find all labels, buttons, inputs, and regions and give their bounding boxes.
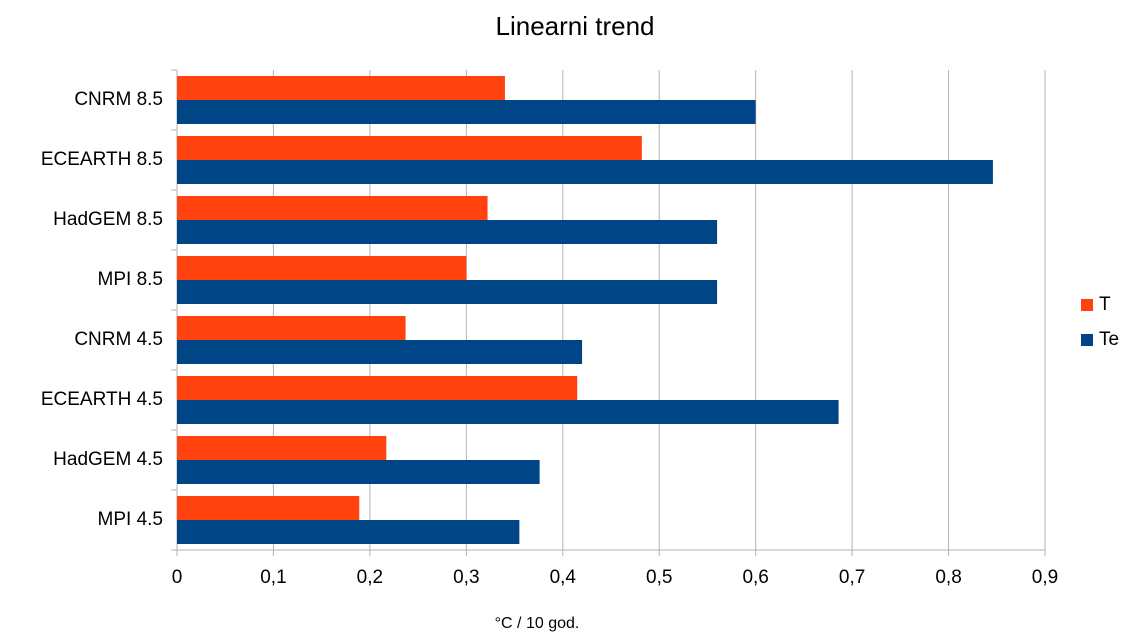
bar (177, 316, 406, 340)
x-tick-label: 0,1 (260, 567, 286, 588)
legend-label: T (1099, 294, 1111, 315)
chart-title: Linearni trend (496, 11, 655, 41)
bar (177, 76, 505, 100)
bar (177, 460, 540, 484)
y-tick-label: HadGEM 8.5 (53, 209, 163, 230)
y-tick-label: MPI 4.5 (98, 509, 163, 530)
bar (177, 256, 467, 280)
y-tick-label: MPI 8.5 (98, 269, 163, 290)
y-tick-label: ECEARTH 4.5 (41, 389, 163, 410)
bar (177, 220, 718, 244)
x-axis-label: °C / 10 god. (495, 615, 580, 632)
bar (177, 136, 642, 160)
y-tick-label: HadGEM 4.5 (53, 449, 163, 470)
x-tick-label: 0,8 (935, 567, 961, 588)
bar (177, 160, 993, 184)
x-tick-label: 0,3 (453, 567, 479, 588)
bar (177, 280, 718, 304)
bar (177, 436, 387, 460)
legend-swatch (1081, 299, 1093, 311)
bar (177, 196, 488, 220)
bar (177, 520, 520, 544)
bar (177, 100, 756, 124)
y-tick-label: CNRM 8.5 (74, 89, 163, 110)
x-tick-label: 0,6 (742, 567, 768, 588)
bar (177, 340, 583, 364)
x-tick-label: 0 (172, 567, 183, 588)
bar (177, 496, 360, 520)
x-tick-label: 0,5 (646, 567, 672, 588)
x-tick-label: 0,4 (550, 567, 577, 588)
x-tick-label: 0,7 (839, 567, 865, 588)
x-tick-label: 0,9 (1032, 567, 1058, 588)
bar (177, 376, 578, 400)
x-tick-label: 0,2 (357, 567, 383, 588)
y-tick-label: CNRM 4.5 (74, 329, 163, 350)
y-tick-label: ECEARTH 8.5 (41, 149, 163, 170)
legend-label: Te (1099, 329, 1119, 350)
legend-swatch (1081, 334, 1093, 346)
bar (177, 400, 839, 424)
